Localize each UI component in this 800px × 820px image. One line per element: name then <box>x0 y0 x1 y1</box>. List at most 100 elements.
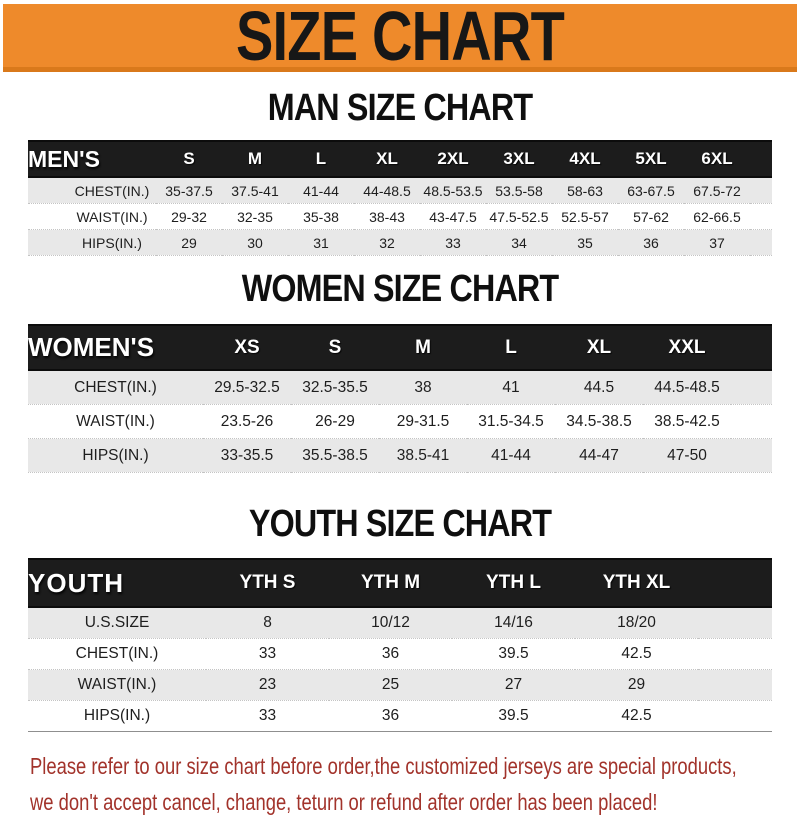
size-value-cell: 36 <box>618 229 684 256</box>
table-header-label: WOMEN'S <box>28 324 203 371</box>
table-row: HIPS(IN.) 29 30 31 32 33 34 35 36 37 <box>28 229 772 256</box>
size-column-header: XL <box>555 324 643 371</box>
size-value-cell: 41-44 <box>288 177 354 204</box>
size-value-cell: 23.5-26 <box>203 404 291 439</box>
table-row: CHEST(IN.) 35-37.5 37.5-41 41-44 44-48.5 48.5… <box>28 177 772 204</box>
size-column-header: 6XL <box>684 140 750 178</box>
row-label-cell: WAIST(IN.) <box>28 203 156 230</box>
size-value-cell: 43-47.5 <box>420 203 486 230</box>
size-value-cell: 44.5 <box>555 370 643 405</box>
header-spacer-cell <box>698 558 772 608</box>
size-value-cell: 27 <box>452 669 575 701</box>
size-value-cell: 34 <box>486 229 552 256</box>
row-label-cell: HIPS(IN.) <box>28 700 206 732</box>
size-column-header: 5XL <box>618 140 684 178</box>
size-value-cell: 35-37.5 <box>156 177 222 204</box>
size-value-cell: 63-67.5 <box>618 177 684 204</box>
page-title: SIZE CHART <box>236 4 565 72</box>
row-spacer-cell <box>698 700 772 732</box>
row-label-cell: CHEST(IN.) <box>28 370 203 405</box>
row-spacer-cell <box>698 638 772 670</box>
row-label-cell: CHEST(IN.) <box>28 177 156 204</box>
row-label-cell: CHEST(IN.) <box>28 638 206 670</box>
size-value-cell: 38 <box>379 370 467 405</box>
table-row: HIPS(IN.) 33-35.5 35.5-38.5 38.5-41 41-44 44-… <box>28 438 772 473</box>
size-chart-page: SIZE CHART MAN SIZE CHART MEN'S S M L XL 2XL 3… <box>0 4 800 815</box>
size-value-cell: 25 <box>329 669 452 701</box>
size-value-cell: 29 <box>156 229 222 256</box>
table-header-label: YOUTH <box>28 558 206 608</box>
size-column-header: YTH L <box>452 558 575 608</box>
table-row: CHEST(IN.) 29.5-32.5 32.5-35.5 38 41 44.5 44.5… <box>28 370 772 405</box>
row-spacer-cell <box>750 177 772 204</box>
section-youth: YOUTH SIZE CHART YOUTH YTH S YTH M YTH L YTH… <box>0 505 800 732</box>
women-size-table: WOMEN'S XS S M L XL XXL CHEST(IN.) 29.5-32.5 32.5… <box>28 324 772 473</box>
size-column-header: M <box>379 324 467 371</box>
footer-note-line-1: Please refer to our size chart before or… <box>30 753 737 779</box>
size-value-cell: 52.5-57 <box>552 203 618 230</box>
table-row: U.S.SIZE 8 10/12 14/16 18/20 <box>28 607 772 639</box>
size-column-header: 4XL <box>552 140 618 178</box>
size-value-cell: 31.5-34.5 <box>467 404 555 439</box>
header-spacer-cell <box>750 140 772 178</box>
size-value-cell: 48.5-53.5 <box>420 177 486 204</box>
section-men: MAN SIZE CHART MEN'S S M L XL 2XL 3XL 4XL 5XL 6XL… <box>0 89 800 256</box>
banner: SIZE CHART <box>3 4 797 72</box>
size-value-cell: 47.5-52.5 <box>486 203 552 230</box>
size-column-header: M <box>222 140 288 178</box>
women-chart-title: WOMEN SIZE CHART <box>241 268 559 310</box>
row-spacer-cell <box>698 669 772 701</box>
size-value-cell: 32 <box>354 229 420 256</box>
size-value-cell: 34.5-38.5 <box>555 404 643 439</box>
table-header-row: MEN'S S M L XL 2XL 3XL 4XL 5XL 6XL <box>28 140 772 178</box>
size-value-cell: 14/16 <box>452 607 575 639</box>
size-value-cell: 23 <box>206 669 329 701</box>
size-value-cell: 36 <box>329 638 452 670</box>
size-value-cell: 10/12 <box>329 607 452 639</box>
row-label-cell: HIPS(IN.) <box>28 438 203 473</box>
youth-size-table: YOUTH YTH S YTH M YTH L YTH XL U.S.SIZE 8 10/12… <box>28 558 772 732</box>
size-value-cell: 44-48.5 <box>354 177 420 204</box>
size-value-cell: 18/20 <box>575 607 698 639</box>
size-value-cell: 38.5-41 <box>379 438 467 473</box>
size-value-cell: 44-47 <box>555 438 643 473</box>
table-row: WAIST(IN.) 23 25 27 29 <box>28 669 772 701</box>
table-row: WAIST(IN.) 29-32 32-35 35-38 38-43 43-47.5 47.… <box>28 203 772 230</box>
size-value-cell: 29 <box>575 669 698 701</box>
row-label-cell: WAIST(IN.) <box>28 669 206 701</box>
header-spacer-cell <box>731 324 772 371</box>
size-value-cell: 31 <box>288 229 354 256</box>
size-column-header: S <box>291 324 379 371</box>
size-value-cell: 53.5-58 <box>486 177 552 204</box>
size-value-cell: 57-62 <box>618 203 684 230</box>
size-value-cell: 29-32 <box>156 203 222 230</box>
men-size-table: MEN'S S M L XL 2XL 3XL 4XL 5XL 6XL CHEST(IN.) 35-37… <box>28 140 772 256</box>
size-value-cell: 30 <box>222 229 288 256</box>
row-spacer-cell <box>750 203 772 230</box>
row-spacer-cell <box>731 404 772 439</box>
size-value-cell: 39.5 <box>452 700 575 732</box>
size-value-cell: 41-44 <box>467 438 555 473</box>
size-column-header: XS <box>203 324 291 371</box>
size-value-cell: 42.5 <box>575 638 698 670</box>
size-value-cell: 41 <box>467 370 555 405</box>
table-row: WAIST(IN.) 23.5-26 26-29 29-31.5 31.5-34.5 34… <box>28 404 772 439</box>
row-label-cell: WAIST(IN.) <box>28 404 203 439</box>
table-row: CHEST(IN.) 33 36 39.5 42.5 <box>28 638 772 670</box>
men-chart-title: MAN SIZE CHART <box>267 87 533 129</box>
size-value-cell: 29-31.5 <box>379 404 467 439</box>
table-header-row: WOMEN'S XS S M L XL XXL <box>28 324 772 371</box>
size-value-cell: 26-29 <box>291 404 379 439</box>
row-spacer-cell <box>698 607 772 639</box>
size-value-cell: 39.5 <box>452 638 575 670</box>
footer-note: Please refer to our size chart before or… <box>30 748 800 820</box>
row-spacer-cell <box>731 370 772 405</box>
size-value-cell: 33 <box>206 638 329 670</box>
size-value-cell: 37 <box>684 229 750 256</box>
section-women: WOMEN SIZE CHART WOMEN'S XS S M L XL XXL CHEST(… <box>0 270 800 473</box>
size-value-cell: 33 <box>420 229 486 256</box>
table-row: HIPS(IN.) 33 36 39.5 42.5 <box>28 700 772 732</box>
size-column-header: XL <box>354 140 420 178</box>
size-value-cell: 47-50 <box>643 438 731 473</box>
size-value-cell: 33 <box>206 700 329 732</box>
